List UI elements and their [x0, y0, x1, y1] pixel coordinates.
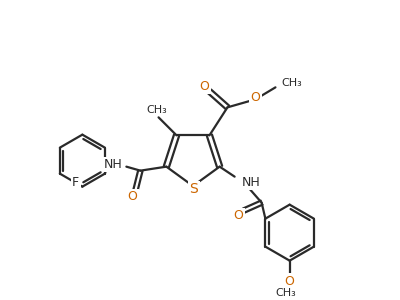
Text: NH: NH	[104, 158, 122, 171]
Text: CH₃: CH₃	[146, 105, 167, 115]
Text: O: O	[234, 209, 244, 222]
Text: NH: NH	[242, 176, 260, 189]
Text: CH₃: CH₃	[282, 78, 302, 88]
Text: CH₃: CH₃	[275, 288, 296, 298]
Text: O: O	[250, 91, 260, 104]
Text: F: F	[72, 176, 79, 189]
Text: O: O	[128, 190, 137, 203]
Text: S: S	[190, 182, 198, 196]
Text: O: O	[285, 275, 294, 288]
Text: O: O	[200, 80, 209, 93]
